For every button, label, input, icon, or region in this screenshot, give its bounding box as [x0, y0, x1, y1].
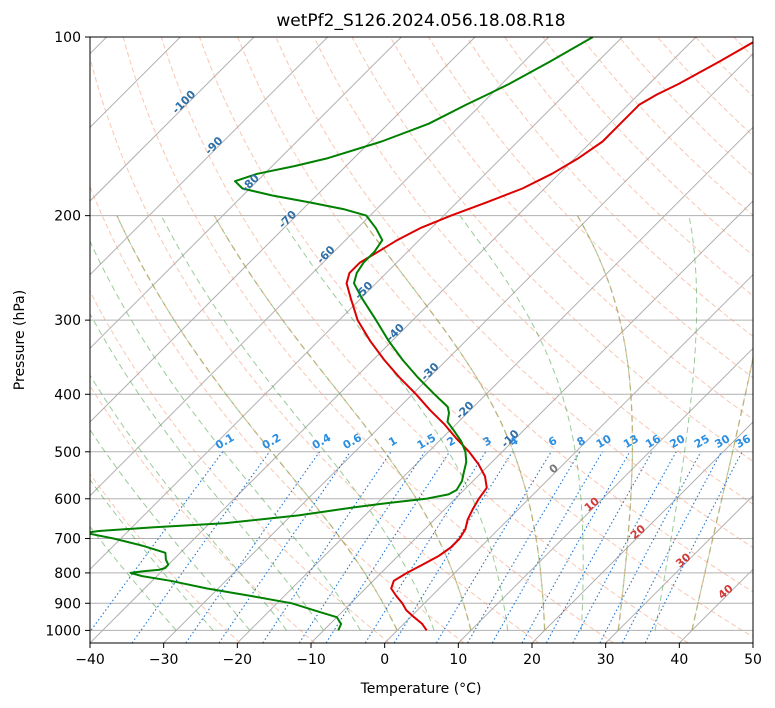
isotherm-line — [90, 37, 697, 643]
isotherm-line — [236, 126, 753, 643]
profile-series — [90, 37, 753, 631]
dry-adiabat-line — [580, 37, 753, 216]
mixing-ratio-line — [393, 451, 513, 643]
mixing-ratio-line — [467, 451, 581, 643]
mixing-ratio-line — [521, 451, 631, 643]
dry-adiabat-line — [427, 37, 753, 379]
moist-adiabat-line — [90, 428, 251, 631]
moist-adiabat-line — [90, 240, 361, 631]
mixing-ratio-line — [325, 451, 451, 643]
mixing-ratio-line — [131, 451, 271, 643]
wet-bulb-line — [576, 215, 634, 631]
isotherm-line — [605, 494, 753, 643]
moist-adiabat-line — [90, 525, 177, 631]
isotherm-line — [531, 421, 753, 643]
isotherm-line — [90, 37, 550, 497]
y-tick-label: 700 — [54, 532, 81, 548]
y-tick-label: 400 — [54, 387, 81, 403]
y-tick-label: 200 — [54, 209, 81, 225]
dewpoint-profile-line — [90, 37, 594, 631]
isotherm-line — [163, 52, 753, 643]
y-tick-label: 300 — [54, 313, 81, 329]
dry-adiabat-line — [90, 185, 465, 643]
x-tick-label: 20 — [523, 652, 541, 668]
isotherm-line — [457, 347, 753, 643]
dry-adiabat-line — [90, 384, 316, 643]
x-tick-label: −30 — [149, 652, 179, 668]
x-axis-label: Temperature (°C) — [360, 681, 482, 697]
x-tick-label: 40 — [670, 652, 688, 668]
y-axis-ticks: 1000 900 800 700 600 500 400 300 200 100 — [45, 30, 90, 639]
y-tick-label: 500 — [54, 445, 81, 461]
wet-bulb-line — [213, 215, 472, 631]
isotherm-line — [90, 37, 476, 423]
isotherm-grid — [90, 37, 753, 643]
x-tick-label: 50 — [744, 652, 762, 668]
mixing-ratio-line — [491, 451, 603, 643]
dry-adiabat-line — [313, 37, 753, 505]
y-tick-label: 1000 — [45, 623, 81, 639]
x-tick-label: −10 — [296, 652, 326, 668]
isotherm-line — [384, 273, 753, 643]
wet-bulb-line — [116, 215, 398, 631]
mixing-ratio-line — [185, 451, 321, 643]
dry-adiabat-line — [504, 37, 753, 297]
moist-adiabat-line — [90, 312, 325, 631]
plot-area: -100-90-80-70-60-50-40-30-20-100.1 0.2 0.4… — [90, 37, 753, 643]
temperature-profile-line — [345, 41, 753, 631]
x-tick-label: 10 — [449, 652, 467, 668]
mixing-ratio-lines — [90, 451, 743, 643]
y-tick-label: 100 — [54, 30, 81, 46]
mixing-ratio-line — [545, 451, 653, 643]
isotherm-line — [310, 200, 753, 643]
mixing-ratio-line — [218, 451, 351, 643]
dry-adiabat-line — [90, 290, 390, 643]
dry-adiabat-line — [275, 37, 753, 549]
wet-bulb-lines — [116, 215, 753, 631]
moist-adiabat-line — [459, 215, 584, 631]
mixing-ratio-line — [364, 451, 487, 643]
moist-adiabat-line — [90, 478, 214, 631]
y-axis-label: Pressure (hPa) — [12, 290, 28, 390]
dry-adiabat-line — [466, 37, 753, 338]
mixing-ratio-line — [572, 451, 677, 643]
wet-bulb-line — [358, 215, 546, 631]
y-tick-label: 900 — [54, 596, 81, 612]
dry-adiabat-line — [90, 473, 241, 643]
dry-adiabat-line — [351, 37, 753, 463]
x-axis-ticks: −40 −30 −20 −10 0 10 20 30 40 50 — [75, 643, 762, 668]
dry-adiabats — [90, 37, 753, 643]
x-tick-label: 0 — [380, 652, 389, 668]
chart-title: wetPf2_S126.2024.056.18.08.R18 — [276, 11, 565, 31]
wet-bulb-line — [691, 354, 753, 631]
isotherm-line — [90, 37, 329, 276]
isotherm-line — [90, 37, 255, 202]
dry-adiabat-line — [90, 55, 540, 643]
mixing-ratio-line — [435, 451, 552, 643]
dry-adiabat-line — [160, 37, 689, 643]
y-tick-label: 800 — [54, 566, 81, 582]
plot-frame — [89, 36, 754, 644]
isotherm-line — [90, 37, 402, 350]
x-tick-label: −20 — [223, 652, 253, 668]
dry-adiabat-line — [122, 37, 614, 643]
x-tick-label: −40 — [75, 652, 105, 668]
dry-adiabat-line — [237, 37, 753, 593]
isotherm-line — [90, 37, 623, 571]
moist-adiabat-line — [654, 215, 698, 631]
moist-adiabat-line — [278, 215, 509, 631]
y-tick-label: 600 — [54, 492, 81, 508]
x-tick-label: 30 — [597, 652, 615, 668]
moist-adiabat-line — [90, 374, 288, 631]
